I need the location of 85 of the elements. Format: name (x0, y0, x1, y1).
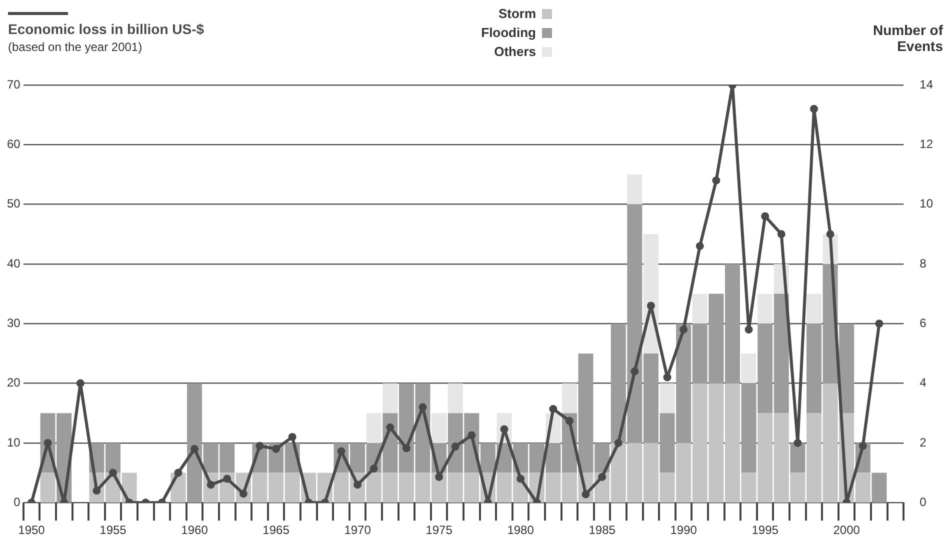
point (744, 326, 753, 334)
x-tick-label: 2000 (833, 523, 860, 538)
bar (382, 383, 398, 414)
bar (627, 174, 642, 204)
x-tick-label: 1970 (344, 523, 372, 538)
point (386, 423, 394, 432)
point (794, 438, 802, 447)
chart-subtitle: (based on the year 2001) (8, 40, 142, 54)
point (696, 242, 704, 250)
x-tick-label: 1980 (507, 523, 534, 538)
bar (366, 413, 382, 443)
point (223, 474, 232, 483)
text: Economic loss in billion US-$ (8, 21, 204, 37)
point (337, 447, 346, 456)
point (516, 474, 525, 483)
point (272, 444, 280, 453)
point (190, 444, 199, 453)
x-tick-label: 1985 (588, 523, 616, 538)
bar (562, 383, 577, 414)
point (582, 490, 590, 498)
bar (806, 294, 822, 324)
point (777, 230, 786, 238)
point (468, 431, 476, 440)
bar (741, 353, 756, 384)
x-tick-label: 1965 (262, 523, 290, 538)
x-tick-label: 1990 (670, 523, 698, 538)
x-tick-label: 1960 (181, 523, 208, 538)
y2-tick-label: 12 (920, 136, 934, 151)
x-tick-label: 1955 (100, 523, 127, 538)
legend-label: Others (494, 44, 536, 59)
point (370, 464, 378, 473)
point (451, 442, 460, 451)
y2-tick-label: 6 (920, 316, 927, 330)
bar (40, 472, 56, 503)
legend-label: Flooding (481, 25, 536, 40)
point (646, 302, 655, 310)
point (402, 444, 410, 452)
point (288, 432, 296, 441)
point (44, 438, 52, 447)
point (761, 212, 770, 220)
bar (758, 294, 773, 324)
point (256, 442, 264, 450)
bar (872, 472, 887, 503)
y2-tick-label: 4 (920, 376, 927, 390)
x-tick-label: 1950 (18, 523, 46, 538)
point (630, 367, 639, 376)
bar (660, 383, 675, 414)
point (663, 373, 672, 382)
point (614, 438, 622, 447)
point (418, 403, 427, 412)
y-tick-label: 70 (6, 77, 21, 92)
point (239, 490, 248, 498)
point (549, 404, 558, 413)
y2-axis-title: Number of Events (873, 22, 943, 54)
point (565, 416, 574, 425)
y-tick-label: 60 (6, 136, 21, 151)
bar (692, 294, 708, 324)
legend-label: Storm (498, 6, 536, 21)
point (712, 176, 720, 184)
bar (432, 413, 447, 443)
point (109, 468, 118, 477)
y2-tick-label: 14 (920, 77, 934, 92)
point (76, 379, 84, 388)
point (435, 472, 444, 481)
y2-tick-label: 0 (920, 494, 927, 509)
y2-tick-label: 8 (920, 256, 927, 270)
x-tick-label: 1995 (752, 523, 779, 538)
x-tick-label: 1975 (426, 523, 453, 538)
y2-tick-label: 10 (920, 196, 934, 211)
y2-tick-label: 2 (920, 435, 927, 450)
point (858, 442, 867, 450)
y-tick-label: 10 (6, 435, 21, 450)
point (174, 468, 182, 477)
point (826, 230, 834, 238)
point (810, 104, 818, 113)
point (875, 320, 884, 328)
y-tick-label: 30 (6, 316, 21, 330)
y-tick-label: 50 (6, 196, 21, 211)
point (680, 326, 688, 334)
y-tick-label: 0 (14, 494, 21, 509)
bar (448, 383, 463, 414)
y-tick-label: 20 (6, 376, 21, 390)
y-tick-label: 40 (6, 256, 21, 270)
bar (790, 442, 806, 473)
point (598, 472, 606, 481)
